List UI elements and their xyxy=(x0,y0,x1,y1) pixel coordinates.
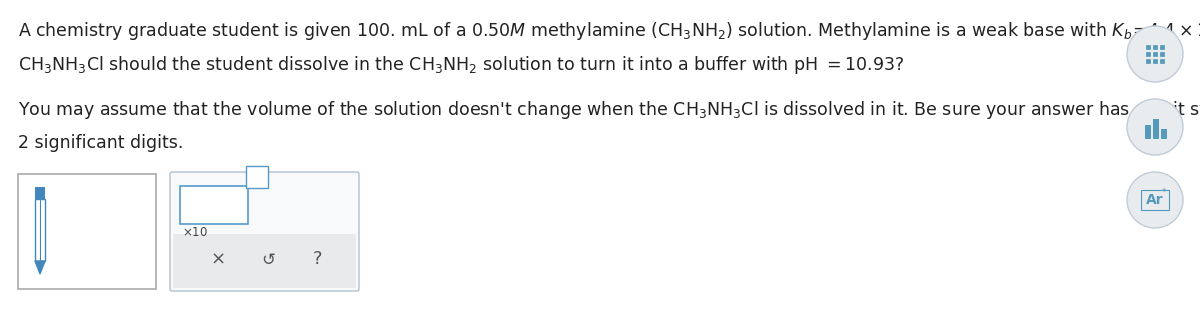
FancyBboxPatch shape xyxy=(1146,59,1150,63)
FancyBboxPatch shape xyxy=(1146,52,1150,56)
FancyBboxPatch shape xyxy=(35,187,46,199)
Text: $\circlearrowleft$: $\circlearrowleft$ xyxy=(258,250,276,268)
Polygon shape xyxy=(35,261,46,274)
FancyBboxPatch shape xyxy=(180,186,248,224)
Text: $\mathrm{CH_3NH_3Cl}$ should the student dissolve in the $\mathrm{CH_3NH_2}$ sol: $\mathrm{CH_3NH_3Cl}$ should the student… xyxy=(18,54,904,76)
Circle shape xyxy=(1127,172,1183,228)
FancyBboxPatch shape xyxy=(1153,45,1157,49)
Circle shape xyxy=(1127,99,1183,155)
Text: A chemistry graduate student is given 100. mL of a 0.50$\mathit{M}$ methylamine : A chemistry graduate student is given 10… xyxy=(18,19,1200,43)
Text: $\times$: $\times$ xyxy=(210,250,224,268)
Text: *: * xyxy=(1162,188,1166,197)
FancyBboxPatch shape xyxy=(1153,119,1159,139)
FancyBboxPatch shape xyxy=(1160,59,1164,63)
FancyBboxPatch shape xyxy=(173,234,356,288)
FancyBboxPatch shape xyxy=(18,174,156,289)
FancyBboxPatch shape xyxy=(1145,125,1151,139)
FancyBboxPatch shape xyxy=(1146,45,1150,49)
Text: Ar: Ar xyxy=(1146,193,1164,207)
FancyBboxPatch shape xyxy=(35,199,46,261)
Text: ?: ? xyxy=(312,250,322,268)
Text: 2 significant digits.: 2 significant digits. xyxy=(18,134,184,152)
FancyBboxPatch shape xyxy=(1160,45,1164,49)
FancyBboxPatch shape xyxy=(170,172,359,291)
FancyBboxPatch shape xyxy=(246,166,268,188)
FancyBboxPatch shape xyxy=(1160,52,1164,56)
FancyBboxPatch shape xyxy=(1153,59,1157,63)
Text: You may assume that the volume of the solution doesn't change when the $\mathrm{: You may assume that the volume of the so… xyxy=(18,99,1200,121)
FancyBboxPatch shape xyxy=(1153,52,1157,56)
FancyBboxPatch shape xyxy=(1162,129,1166,139)
Text: $\times$10: $\times$10 xyxy=(182,226,208,239)
Circle shape xyxy=(1127,26,1183,82)
